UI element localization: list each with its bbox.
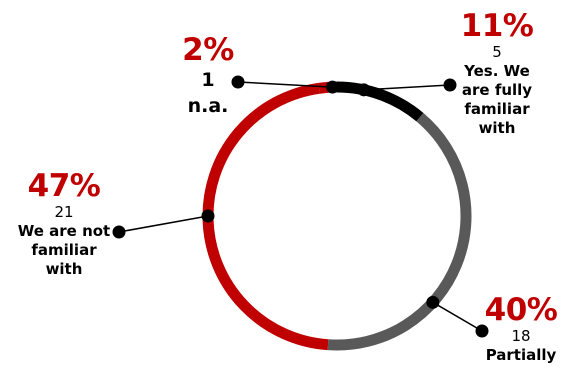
- ring-dot-na: [325, 80, 339, 94]
- label-na: 2% 1 n.a.: [176, 34, 240, 119]
- slice-yes: [336, 81, 424, 122]
- label-yes: 11% 5 Yes. We are fully familiar with: [445, 10, 549, 138]
- desc-yes-line-2: are fully: [461, 81, 533, 99]
- percent-na: 2%: [182, 32, 234, 68]
- count-yes: 5: [492, 43, 502, 61]
- desc-yes-line-3: familiar: [464, 100, 530, 118]
- desc-yes-line-1: Yes. We: [464, 62, 530, 80]
- leader-line-yes: [363, 84, 451, 91]
- desc-yes-line-4: with: [478, 119, 516, 137]
- leader-line-na: [237, 81, 333, 88]
- percent-yes: 11%: [460, 8, 534, 44]
- slice-partially: [327, 112, 472, 351]
- count-na: 1: [201, 69, 215, 91]
- label-partially: 40% 18 Partially: [483, 294, 559, 365]
- count-not-familiar: 21: [54, 203, 74, 221]
- count-partially: 18: [511, 327, 531, 345]
- label-dot-not: [112, 225, 126, 239]
- desc-not-familiar-line-2: familiar: [31, 241, 97, 259]
- leader-line-partially: [432, 301, 483, 332]
- leader-line-not: [118, 215, 209, 233]
- label-not-familiar: 47% 21 We are not familiar with: [2, 170, 126, 279]
- desc-na-line-1: n.a.: [187, 95, 229, 117]
- ring-dot-partially: [426, 295, 440, 309]
- desc-not-familiar-line-1: We are not: [17, 222, 111, 240]
- percent-partially: 40%: [484, 292, 558, 328]
- label-dot-na: [231, 75, 245, 89]
- percent-not-familiar: 47%: [27, 168, 101, 204]
- ring-dot-yes: [357, 83, 371, 97]
- label-dot-yes: [443, 78, 457, 92]
- label-dot-partially: [475, 324, 489, 338]
- ring-dot-not: [201, 209, 215, 223]
- desc-partially-line-1: Partially: [485, 346, 557, 364]
- slice-not: [202, 82, 329, 351]
- desc-not-familiar-line-3: with: [45, 260, 83, 278]
